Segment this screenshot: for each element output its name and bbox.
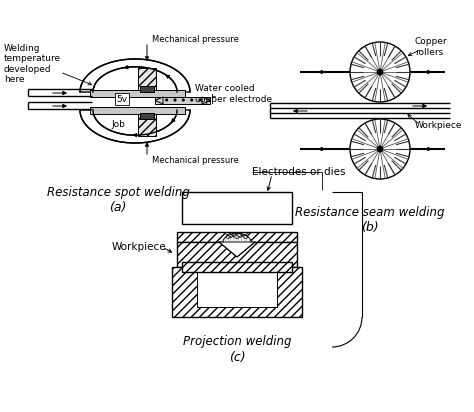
- Bar: [177, 232, 297, 242]
- Bar: [177, 242, 297, 267]
- Bar: [155, 97, 210, 104]
- Text: Copper
rollers: Copper rollers: [415, 37, 447, 57]
- Bar: [197, 267, 277, 307]
- Text: (a): (a): [109, 201, 127, 213]
- Bar: [138, 114, 156, 136]
- Polygon shape: [223, 234, 251, 242]
- Polygon shape: [80, 59, 190, 92]
- Text: Job: Job: [111, 119, 125, 129]
- Text: Water cooled
copper electrode: Water cooled copper electrode: [195, 84, 272, 104]
- Text: Workpiece: Workpiece: [415, 120, 463, 129]
- Bar: [138, 68, 156, 90]
- Bar: [90, 107, 185, 114]
- Circle shape: [350, 42, 410, 102]
- Text: (c): (c): [228, 351, 246, 363]
- Text: (b): (b): [361, 220, 379, 234]
- Bar: [140, 113, 154, 119]
- Bar: [140, 86, 154, 92]
- Text: Mechanical pressure: Mechanical pressure: [152, 35, 239, 44]
- Text: Resistance spot welding: Resistance spot welding: [46, 185, 190, 199]
- Circle shape: [377, 146, 383, 152]
- Text: Workpiece: Workpiece: [112, 242, 167, 252]
- Polygon shape: [80, 110, 190, 143]
- Bar: [182, 192, 292, 224]
- Circle shape: [377, 69, 383, 75]
- Bar: [182, 262, 292, 272]
- Text: Projection welding: Projection welding: [183, 335, 291, 349]
- Text: 5v: 5v: [117, 94, 128, 103]
- Polygon shape: [202, 97, 210, 104]
- Text: Mechanical pressure: Mechanical pressure: [152, 155, 239, 164]
- Polygon shape: [155, 97, 163, 104]
- Text: Electrodes or dies: Electrodes or dies: [252, 167, 346, 177]
- Circle shape: [350, 119, 410, 179]
- Bar: [172, 267, 302, 317]
- Polygon shape: [219, 242, 255, 257]
- Text: Welding
temperature
developed
here: Welding temperature developed here: [4, 44, 61, 84]
- Bar: [90, 90, 185, 97]
- Text: Resistance seam welding: Resistance seam welding: [295, 206, 445, 218]
